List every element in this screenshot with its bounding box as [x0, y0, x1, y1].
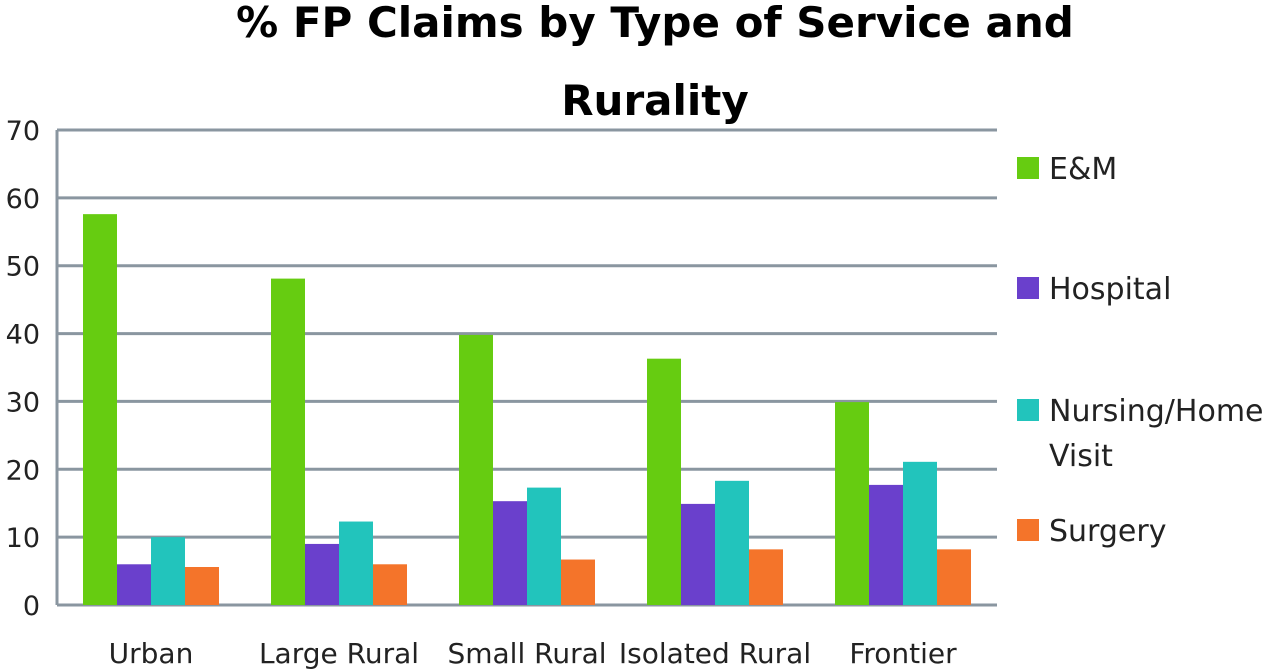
bar: [715, 480, 749, 605]
x-tick-label: Isolated Rural: [619, 637, 811, 670]
y-tick-label: 50: [6, 252, 40, 283]
legend-label: Hospital: [1049, 272, 1171, 307]
bar: [749, 549, 783, 605]
legend-swatch: [1017, 157, 1039, 179]
bar: [869, 484, 903, 605]
bar: [151, 537, 185, 605]
y-tick-label: 60: [6, 184, 40, 215]
bar: [271, 278, 305, 605]
x-tick-label: Large Rural: [259, 637, 419, 670]
y-tick-label: 70: [6, 116, 40, 147]
y-tick-label: 30: [6, 387, 40, 418]
chart-title: % FP Claims by Type of Service and Rural…: [130, 0, 1180, 124]
x-tick-label: Urban: [109, 637, 194, 670]
chart-title-line-1: % FP Claims by Type of Service and: [236, 0, 1074, 47]
y-tick-label: 0: [23, 591, 40, 622]
y-tick-label: 40: [6, 320, 40, 351]
bar: [561, 559, 595, 605]
bar: [903, 461, 937, 605]
bar: [117, 564, 151, 605]
y-tick-label: 20: [6, 455, 40, 486]
bar: [527, 487, 561, 605]
bar: [493, 501, 527, 605]
legend-label: Surgery: [1049, 514, 1166, 549]
legend: E&M Hospital Nursing/Home Visit Surgery: [1017, 152, 1264, 549]
y-tick-label: 10: [6, 523, 40, 554]
bar: [459, 334, 493, 605]
bar: [339, 521, 373, 605]
legend-label: Visit: [1049, 439, 1113, 474]
bar: [681, 503, 715, 605]
legend-swatch: [1017, 399, 1039, 421]
bar: [373, 564, 407, 605]
bar: [937, 549, 971, 605]
legend-label: E&M: [1049, 152, 1117, 187]
chart-title-line-2: Rurality: [561, 76, 749, 125]
bar: [305, 543, 339, 605]
bar: [83, 214, 117, 605]
legend-swatch: [1017, 519, 1039, 541]
bar: [647, 358, 681, 605]
x-tick-label: Small Rural: [447, 637, 606, 670]
legend-label: Nursing/Home: [1049, 394, 1264, 429]
bar: [185, 567, 219, 605]
x-axis: Urban Large Rural Small Rural Isolated Rura…: [109, 637, 957, 670]
bars: [83, 214, 971, 605]
x-tick-label: Frontier: [849, 637, 957, 670]
bar: [835, 402, 869, 605]
y-axis: 0 10 20 30 40 50 60 70: [6, 116, 59, 622]
gridlines: [57, 128, 997, 607]
legend-swatch: [1017, 277, 1039, 299]
